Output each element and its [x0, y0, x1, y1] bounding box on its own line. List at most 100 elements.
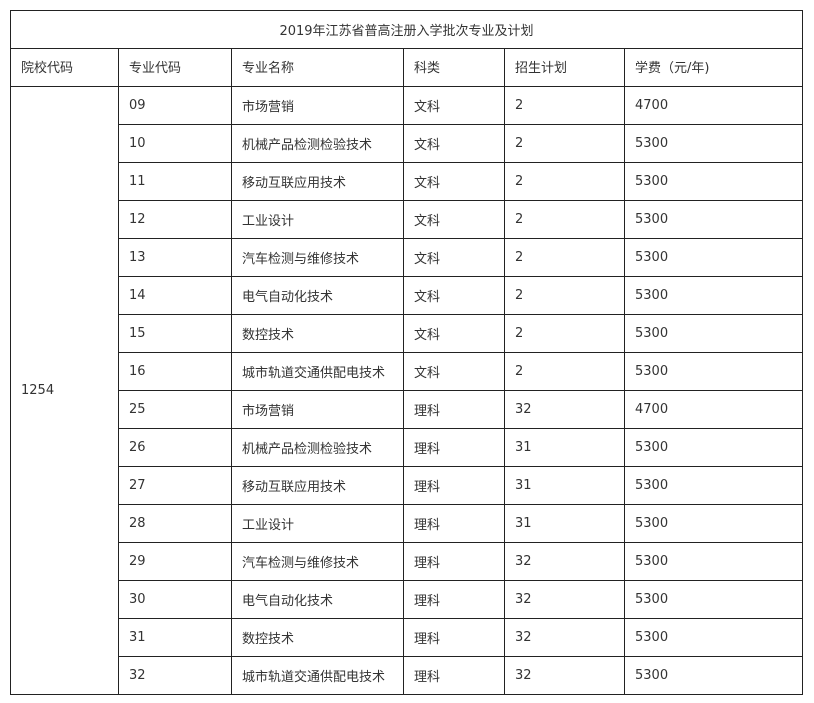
- table-row: 15 数控技术 文科 2 5300: [11, 314, 803, 353]
- table-row: 27 移动互联应用技术 理科 31 5300: [11, 466, 803, 505]
- table-row: 13 汽车检测与维修技术 文科 2 5300: [11, 238, 803, 277]
- title-row: 2019年江苏省普高注册入学批次专业及计划: [10, 10, 803, 49]
- major-code-cell: 15: [118, 314, 232, 353]
- tuition-cell: 5300: [624, 352, 803, 391]
- plan-cell: 2: [504, 276, 625, 315]
- category-cell: 理科: [403, 618, 505, 657]
- major-name-cell: 城市轨道交通供配电技术: [231, 656, 404, 695]
- category-cell: 理科: [403, 580, 505, 619]
- category-cell: 理科: [403, 504, 505, 543]
- category-cell: 文科: [403, 200, 505, 239]
- major-code-cell: 12: [118, 200, 232, 239]
- plan-cell: 2: [504, 200, 625, 239]
- header-major-name: 专业名称: [231, 48, 404, 87]
- major-name-cell: 市场营销: [231, 86, 404, 125]
- table-row: 29 汽车检测与维修技术 理科 32 5300: [11, 542, 803, 581]
- major-code-cell: 14: [118, 276, 232, 315]
- major-code-cell: 32: [118, 656, 232, 695]
- plan-cell: 32: [504, 580, 625, 619]
- table-row: 10 机械产品检测检验技术 文科 2 5300: [11, 124, 803, 163]
- table-row: 30 电气自动化技术 理科 32 5300: [11, 580, 803, 619]
- major-code-cell: 27: [118, 466, 232, 505]
- header-row: 院校代码 专业代码 专业名称 科类 招生计划 学费（元/年): [10, 48, 803, 87]
- major-code-cell: 30: [118, 580, 232, 619]
- category-cell: 文科: [403, 86, 505, 125]
- plan-cell: 32: [504, 656, 625, 695]
- plan-cell: 2: [504, 124, 625, 163]
- category-cell: 文科: [403, 238, 505, 277]
- table-row: 26 机械产品检测检验技术 理科 31 5300: [11, 428, 803, 467]
- major-name-cell: 工业设计: [231, 200, 404, 239]
- plan-cell: 2: [504, 86, 625, 125]
- tuition-cell: 5300: [624, 238, 803, 277]
- plan-cell: 32: [504, 542, 625, 581]
- tuition-cell: 5300: [624, 618, 803, 657]
- table-row: 14 电气自动化技术 文科 2 5300: [11, 276, 803, 315]
- major-code-cell: 09: [118, 86, 232, 125]
- plan-cell: 2: [504, 314, 625, 353]
- major-code-cell: 31: [118, 618, 232, 657]
- tuition-cell: 4700: [624, 390, 803, 429]
- table-row: 28 工业设计 理科 31 5300: [11, 504, 803, 543]
- major-code-cell: 29: [118, 542, 232, 581]
- header-school-code: 院校代码: [10, 48, 119, 87]
- tuition-cell: 5300: [624, 542, 803, 581]
- school-code-cell: 1254: [10, 86, 119, 695]
- category-cell: 理科: [403, 466, 505, 505]
- plan-cell: 2: [504, 238, 625, 277]
- major-code-cell: 11: [118, 162, 232, 201]
- major-name-cell: 移动互联应用技术: [231, 162, 404, 201]
- major-code-cell: 28: [118, 504, 232, 543]
- category-cell: 理科: [403, 390, 505, 429]
- enrollment-plan-table: 2019年江苏省普高注册入学批次专业及计划 院校代码 专业代码 专业名称 科类 …: [10, 10, 803, 695]
- category-cell: 理科: [403, 656, 505, 695]
- plan-cell: 2: [504, 352, 625, 391]
- plan-cell: 2: [504, 162, 625, 201]
- major-name-cell: 汽车检测与维修技术: [231, 542, 404, 581]
- plan-cell: 31: [504, 504, 625, 543]
- header-category: 科类: [403, 48, 505, 87]
- major-code-cell: 26: [118, 428, 232, 467]
- major-name-cell: 电气自动化技术: [231, 580, 404, 619]
- header-major-code: 专业代码: [118, 48, 232, 87]
- tuition-cell: 5300: [624, 580, 803, 619]
- tuition-cell: 5300: [624, 124, 803, 163]
- table-row: 31 数控技术 理科 32 5300: [11, 618, 803, 657]
- category-cell: 理科: [403, 542, 505, 581]
- major-code-cell: 16: [118, 352, 232, 391]
- major-name-cell: 电气自动化技术: [231, 276, 404, 315]
- table-row: 11 移动互联应用技术 文科 2 5300: [11, 162, 803, 201]
- plan-cell: 32: [504, 618, 625, 657]
- major-name-cell: 数控技术: [231, 618, 404, 657]
- plan-cell: 32: [504, 390, 625, 429]
- table-row: 32 城市轨道交通供配电技术 理科 32 5300: [11, 656, 803, 695]
- category-cell: 文科: [403, 162, 505, 201]
- major-name-cell: 城市轨道交通供配电技术: [231, 352, 404, 391]
- tuition-cell: 5300: [624, 276, 803, 315]
- major-name-cell: 工业设计: [231, 504, 404, 543]
- tuition-cell: 4700: [624, 86, 803, 125]
- category-cell: 文科: [403, 276, 505, 315]
- category-cell: 文科: [403, 314, 505, 353]
- major-code-cell: 13: [118, 238, 232, 277]
- major-name-cell: 机械产品检测检验技术: [231, 428, 404, 467]
- table-row: 16 城市轨道交通供配电技术 文科 2 5300: [11, 352, 803, 391]
- plan-cell: 31: [504, 466, 625, 505]
- tuition-cell: 5300: [624, 314, 803, 353]
- header-plan: 招生计划: [504, 48, 625, 87]
- category-cell: 文科: [403, 124, 505, 163]
- tuition-cell: 5300: [624, 504, 803, 543]
- tuition-cell: 5300: [624, 162, 803, 201]
- major-name-cell: 汽车检测与维修技术: [231, 238, 404, 277]
- table-row: 25 市场营销 理科 32 4700: [11, 390, 803, 429]
- table-row: 1254 09 市场营销 文科 2 4700: [10, 86, 803, 695]
- header-tuition: 学费（元/年): [624, 48, 803, 87]
- category-cell: 理科: [403, 428, 505, 467]
- major-name-cell: 移动互联应用技术: [231, 466, 404, 505]
- table-row: 12 工业设计 文科 2 5300: [11, 200, 803, 239]
- major-name-cell: 数控技术: [231, 314, 404, 353]
- major-name-cell: 机械产品检测检验技术: [231, 124, 404, 163]
- tuition-cell: 5300: [624, 466, 803, 505]
- table-title: 2019年江苏省普高注册入学批次专业及计划: [10, 10, 803, 49]
- tuition-cell: 5300: [624, 428, 803, 467]
